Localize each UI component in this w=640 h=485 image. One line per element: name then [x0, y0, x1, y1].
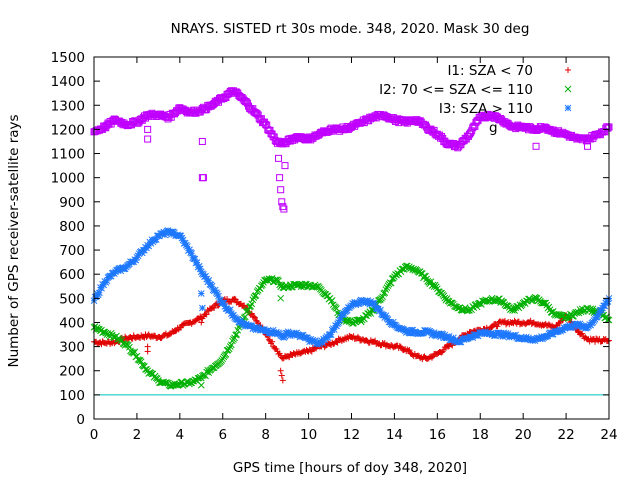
x-tick-label: 4 [176, 427, 185, 443]
x-tick-label: 2 [133, 427, 142, 443]
y-tick-label: 0 [76, 412, 85, 428]
y-tick-label: 1000 [51, 171, 85, 187]
y-tick-label: 200 [59, 364, 85, 380]
legend-label: I1: SZA < 70 [447, 63, 533, 79]
data-point [605, 299, 611, 305]
y-tick-label: 1200 [51, 122, 85, 138]
legend-marker [565, 105, 571, 111]
x-tick-label: 0 [90, 427, 99, 443]
y-tick-label: 700 [59, 243, 85, 259]
x-tick-label: 24 [600, 427, 617, 443]
outlier-point [145, 348, 151, 354]
outlier-point [198, 382, 204, 388]
x-tick-label: 14 [386, 427, 403, 443]
y-tick-label: 400 [59, 315, 85, 331]
x-axis-label: GPS time [hours of doy 348, 2020] [233, 460, 467, 476]
series-3 [91, 227, 612, 347]
x-tick-label: 20 [515, 427, 532, 443]
outlier-point [279, 373, 285, 379]
data-point [249, 301, 255, 307]
y-tick-label: 300 [59, 340, 85, 356]
data-point [337, 317, 343, 323]
outlier-point [533, 143, 539, 149]
outlier-point [277, 175, 283, 181]
legend-label: I2: 70 <= SZA <= 110 [379, 82, 533, 98]
outlier-point [278, 187, 284, 193]
outliers [198, 291, 205, 311]
outlier-point [282, 163, 288, 169]
legend-marker [565, 86, 571, 92]
y-tick-label: 900 [59, 195, 85, 211]
series-2 [91, 263, 612, 389]
outlier-point [280, 377, 286, 383]
outlier-point [145, 126, 151, 132]
y-tick-label: 1300 [51, 98, 85, 114]
outliers [145, 126, 591, 212]
x-tick-label: 18 [472, 427, 489, 443]
legend-label-partial: g [489, 120, 498, 136]
outlier-point [145, 136, 151, 142]
x-tick-label: 16 [429, 427, 446, 443]
data-point [220, 356, 226, 362]
chart-title: NRAYS. SISTED rt 30s mode. 348, 2020. Ma… [171, 21, 530, 37]
outlier-point [278, 295, 284, 301]
y-tick-label: 1500 [51, 50, 85, 66]
data-point [189, 250, 195, 256]
y-tick-label: 1400 [51, 74, 85, 90]
y-axis-label: Number of GPS receiver-satellite rays [6, 114, 22, 367]
outlier-point [199, 305, 205, 311]
y-tick-label: 600 [59, 267, 85, 283]
y-tick-label: 800 [59, 219, 85, 235]
x-tick-label: 8 [261, 427, 270, 443]
legend-label: I3: SZA > 110 [439, 101, 533, 117]
outlier-point [278, 368, 284, 374]
legend-marker [565, 67, 571, 73]
y-tick-label: 1100 [51, 147, 85, 163]
data-point [594, 314, 600, 320]
outlier-point [276, 155, 282, 161]
outlier-point [198, 291, 204, 297]
x-tick-label: 22 [557, 427, 574, 443]
x-tick-label: 6 [218, 427, 227, 443]
y-tick-label: 500 [59, 291, 85, 307]
x-tick-label: 12 [343, 427, 360, 443]
y-tick-label: 100 [59, 388, 85, 404]
outlier-point [199, 138, 205, 144]
series-4 [91, 88, 612, 151]
x-tick-label: 10 [300, 427, 317, 443]
